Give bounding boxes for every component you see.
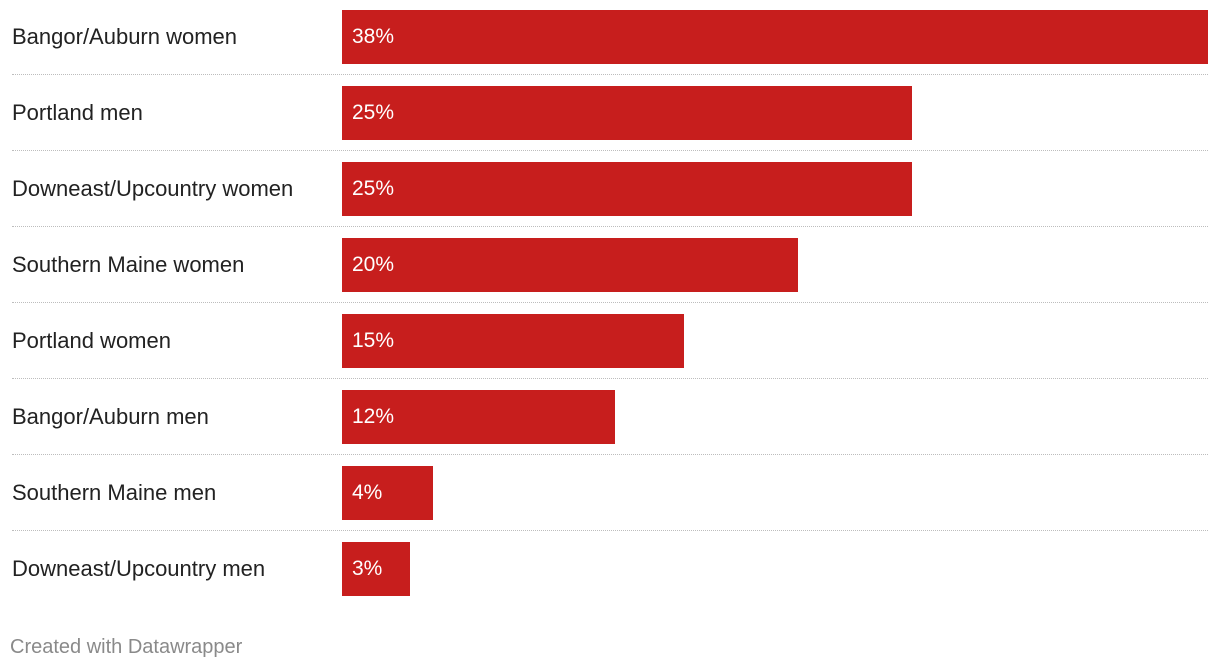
bar-row: Portland men 25% [0, 86, 1220, 162]
bar [342, 10, 1208, 64]
bar [342, 86, 912, 140]
bar-value-label: 25% [352, 177, 395, 200]
bar [342, 238, 798, 292]
bar-row: Bangor/Auburn women 38% [0, 10, 1220, 86]
bar-row: Bangor/Auburn men 12% [0, 390, 1220, 466]
bar-value-label: 38% [352, 25, 395, 48]
row-separator [12, 530, 1208, 531]
bar [342, 542, 410, 596]
bar-chart: Bangor/Auburn women 38% Portland men 25% Dow… [0, 10, 1220, 618]
bar-value-label: 15% [352, 329, 395, 352]
category-label: Portland women [12, 328, 171, 353]
row-separator [12, 378, 1208, 379]
category-label: Bangor/Auburn men [12, 404, 209, 429]
bar-row: Portland women 15% [0, 314, 1220, 390]
bar [342, 466, 433, 520]
bar-row: Southern Maine men 4% [0, 466, 1220, 542]
bar-value-label: 20% [352, 253, 395, 276]
category-label: Downeast/Upcountry men [12, 556, 266, 581]
bar [342, 162, 912, 216]
bar-row: Downeast/Upcountry women 25% [0, 162, 1220, 238]
row-separator [12, 150, 1208, 151]
bar-value-label: 12% [352, 405, 395, 428]
category-label: Southern Maine men [12, 480, 217, 505]
category-label: Portland men [12, 100, 143, 125]
bar-row: Southern Maine women 20% [0, 238, 1220, 314]
category-label: Downeast/Upcountry women [12, 176, 294, 201]
bar-row: Downeast/Upcountry men 3% [0, 542, 1220, 618]
row-separator [12, 454, 1208, 455]
row-separator [12, 302, 1208, 303]
bar [342, 314, 684, 368]
category-label: Bangor/Auburn women [12, 24, 238, 49]
datawrapper-credit: Created with Datawrapper [10, 636, 243, 658]
bar-value-label: 3% [352, 557, 383, 580]
bar-value-label: 25% [352, 101, 395, 124]
category-label: Southern Maine women [12, 252, 245, 277]
row-separator [12, 74, 1208, 75]
bar-value-label: 4% [352, 481, 383, 504]
row-separator [12, 226, 1208, 227]
bar [342, 390, 615, 444]
